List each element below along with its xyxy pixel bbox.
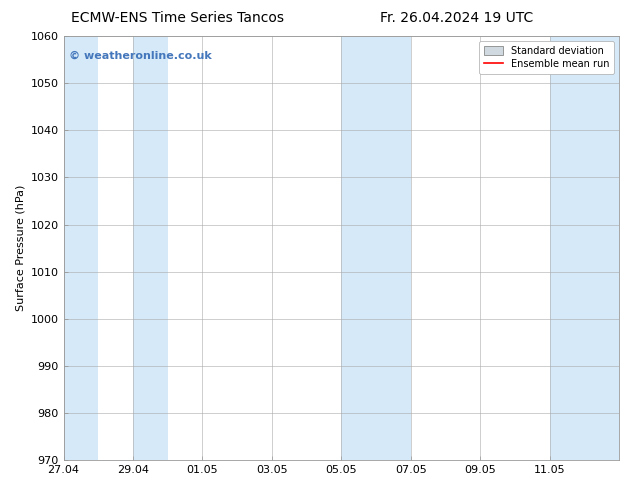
Text: Fr. 26.04.2024 19 UTC: Fr. 26.04.2024 19 UTC: [380, 11, 533, 25]
Text: ECMW-ENS Time Series Tancos: ECMW-ENS Time Series Tancos: [71, 11, 284, 25]
Legend: Standard deviation, Ensemble mean run: Standard deviation, Ensemble mean run: [479, 41, 614, 74]
Y-axis label: Surface Pressure (hPa): Surface Pressure (hPa): [15, 185, 25, 311]
Bar: [133, 36, 167, 460]
Bar: [550, 36, 619, 460]
Bar: [341, 36, 376, 460]
Bar: [376, 36, 411, 460]
Bar: [63, 36, 98, 460]
Text: © weatheronline.co.uk: © weatheronline.co.uk: [69, 51, 212, 61]
